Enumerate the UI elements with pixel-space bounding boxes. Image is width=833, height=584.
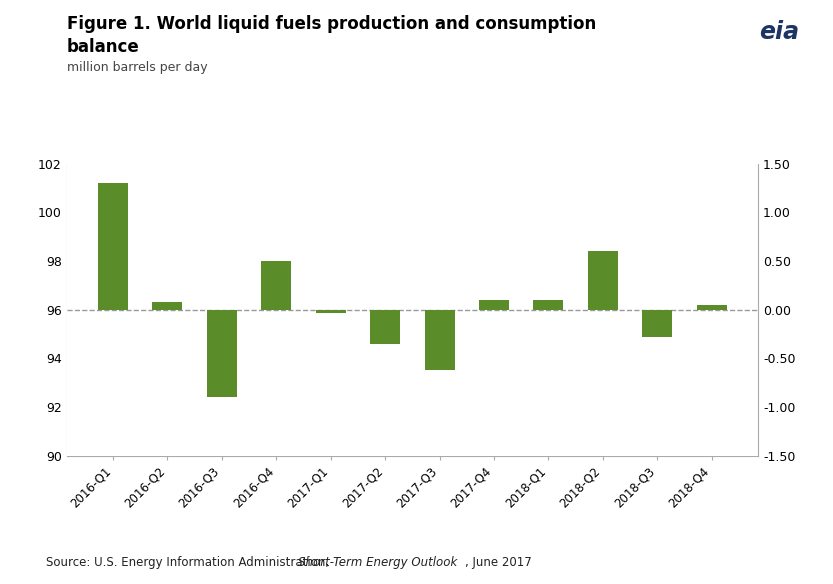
Bar xyxy=(370,310,400,343)
Text: eia: eia xyxy=(759,20,799,44)
Bar xyxy=(533,300,563,310)
Text: million barrels per day: million barrels per day xyxy=(67,61,207,74)
Bar xyxy=(316,310,346,314)
Bar xyxy=(262,261,292,310)
Bar xyxy=(642,310,672,337)
Text: Source: U.S. Energy Information Administration,: Source: U.S. Energy Information Administ… xyxy=(46,557,332,569)
Text: Short-Term Energy Outlook: Short-Term Energy Outlook xyxy=(298,557,457,569)
Bar xyxy=(98,183,128,310)
Bar xyxy=(152,302,182,310)
Legend: stock change (right axis), global production (left axis), global consumption(lef: stock change (right axis), global produc… xyxy=(507,370,745,443)
Bar xyxy=(588,251,618,310)
Text: Figure 1. World liquid fuels production and consumption: Figure 1. World liquid fuels production … xyxy=(67,15,596,33)
Text: balance: balance xyxy=(67,38,139,56)
Bar xyxy=(479,300,509,310)
Bar xyxy=(425,310,455,370)
Text: , June 2017: , June 2017 xyxy=(465,557,531,569)
Bar xyxy=(696,305,726,310)
Bar xyxy=(207,310,237,397)
